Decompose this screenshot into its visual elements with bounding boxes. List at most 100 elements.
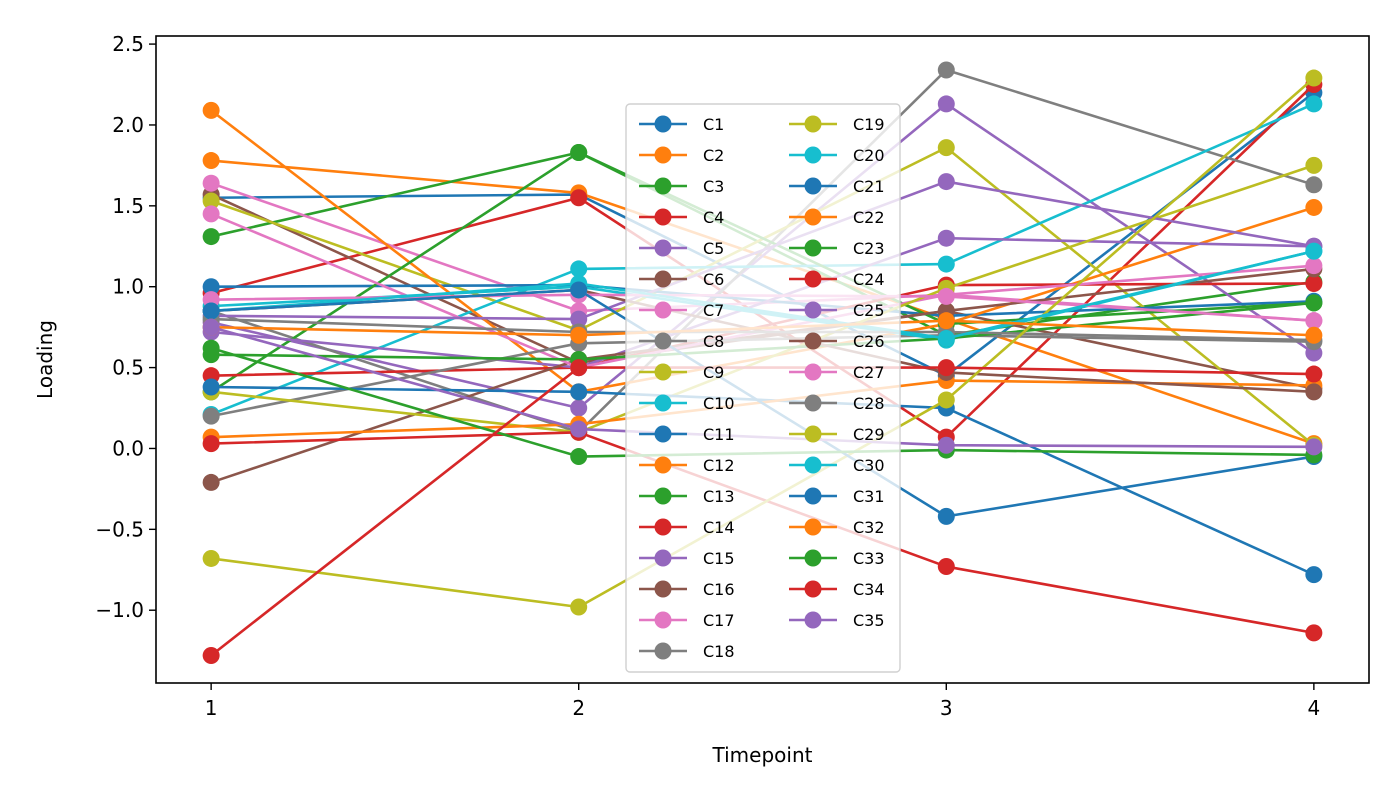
data-point-c33-t2	[570, 448, 588, 466]
data-point-c29-t4	[1305, 69, 1323, 87]
data-point-c33-t1	[202, 339, 220, 357]
data-point-c34-t2	[570, 359, 588, 377]
legend-label: C12	[703, 456, 735, 475]
data-point-c29-t2	[570, 598, 588, 616]
y-tick-label: 0.0	[112, 436, 144, 460]
legend-item-c19: C19	[789, 115, 885, 134]
legend: C1 C2 C3 C4 C5 C6 C7 C8 C9 C10 C11 C12 C13 C14 C15 C16 C…	[625, 103, 901, 673]
data-point-c24-t3	[937, 558, 955, 576]
y-tick-label: 2.0	[112, 113, 144, 137]
y-tick-label: 1.5	[112, 194, 144, 218]
data-point-c5-t3	[937, 95, 955, 113]
data-point-c7-t1	[202, 174, 220, 192]
legend-label: C27	[853, 363, 885, 382]
legend-item-c26: C26	[789, 332, 885, 351]
data-point-c30-t3	[937, 329, 955, 347]
data-point-c27-t4	[1305, 312, 1323, 330]
y-axis-label: Loading	[33, 320, 57, 399]
data-point-c34-t4	[1305, 365, 1323, 383]
data-point-c31-t1	[202, 302, 220, 320]
legend-item-c17: C17	[639, 611, 735, 630]
data-point-c34-t3	[937, 359, 955, 377]
legend-item-c32: C32	[789, 518, 885, 537]
legend-swatch-marker	[654, 580, 672, 598]
data-point-c10-t4	[1305, 95, 1323, 113]
legend-item-c24: C24	[789, 270, 885, 289]
x-tick-label: 2	[572, 696, 585, 720]
legend-item-c30: C30	[789, 456, 885, 475]
legend-swatch-marker	[654, 239, 672, 257]
legend-item-c10: C10	[639, 394, 735, 413]
legend-swatch-marker	[654, 549, 672, 567]
legend-label: C22	[853, 208, 885, 227]
data-point-c29-t1	[202, 549, 220, 567]
legend-label: C6	[703, 270, 724, 289]
legend-item-c18: C18	[639, 642, 735, 661]
legend-item-c22: C22	[789, 208, 885, 227]
legend-swatch-marker	[654, 518, 672, 536]
legend-item-c12: C12	[639, 456, 735, 475]
legend-label: C18	[703, 642, 735, 661]
legend-label: C13	[703, 487, 735, 506]
data-point-c24-t4	[1305, 624, 1323, 642]
legend-label: C17	[703, 611, 735, 630]
data-point-c9-t1	[202, 192, 220, 210]
data-point-c23-t4	[1305, 294, 1323, 312]
legend-label: C20	[853, 146, 885, 165]
data-point-c17-t1	[202, 205, 220, 223]
data-point-c32-t3	[937, 312, 955, 330]
data-point-c4-t2	[570, 189, 588, 207]
legend-label: C16	[703, 580, 735, 599]
data-point-c10-t2	[570, 260, 588, 278]
data-point-c8-t4	[1305, 176, 1323, 194]
legend-label: C8	[703, 332, 724, 351]
legend-swatch-marker	[804, 146, 822, 164]
legend-item-c6: C6	[639, 270, 724, 289]
legend-label: C30	[853, 456, 885, 475]
legend-swatch-marker	[804, 208, 822, 226]
legend-swatch-marker	[654, 394, 672, 412]
legend-item-c2: C2	[639, 146, 724, 165]
data-point-c5-t2	[570, 399, 588, 417]
data-point-c27-t3	[937, 287, 955, 305]
legend-label: C2	[703, 146, 724, 165]
legend-swatch-marker	[804, 425, 822, 443]
legend-label: C5	[703, 239, 724, 258]
legend-label: C15	[703, 549, 735, 568]
plot-frame	[155, 35, 1370, 684]
legend-label: C31	[853, 487, 885, 506]
legend-swatch-marker	[804, 270, 822, 288]
legend-label: C4	[703, 208, 724, 227]
legend-swatch-marker	[804, 487, 822, 505]
data-point-c31-t2	[570, 281, 588, 299]
x-tick-label: 3	[940, 696, 953, 720]
legend-label: C29	[853, 425, 885, 444]
data-point-c35-t2	[570, 420, 588, 438]
data-point-c34-t1	[202, 647, 220, 665]
y-tick-label: 2.5	[112, 32, 144, 56]
data-point-c3-t1	[202, 228, 220, 246]
legend-label: C3	[703, 177, 724, 196]
legend-label: C25	[853, 301, 885, 320]
y-tick-label: −0.5	[95, 517, 144, 541]
x-tick-label: 4	[1307, 696, 1320, 720]
data-point-c15-t3	[937, 229, 955, 247]
y-axis: −1.0 −0.5 0.0 0.5 1.0 1.5 2.0 2.5	[95, 32, 156, 622]
legend-item-c27: C27	[789, 363, 885, 382]
data-point-c35-t4	[1305, 438, 1323, 456]
legend-swatch-marker	[804, 301, 822, 319]
legend-swatch-marker	[654, 425, 672, 443]
data-point-c25-t2	[570, 310, 588, 328]
data-point-c31-t3	[937, 507, 955, 525]
legend-swatch-marker	[804, 177, 822, 195]
data-point-c26-t4	[1305, 383, 1323, 401]
data-point-c19-t4	[1305, 156, 1323, 174]
data-point-c24-t1	[202, 435, 220, 453]
data-point-c14-t4	[1305, 274, 1323, 292]
data-point-c30-t4	[1305, 242, 1323, 260]
legend-label: C28	[853, 394, 885, 413]
data-point-c21-t4	[1305, 566, 1323, 584]
legend-swatch-marker	[654, 642, 672, 660]
data-point-c32-t4	[1305, 326, 1323, 344]
legend-swatch-marker	[804, 549, 822, 567]
